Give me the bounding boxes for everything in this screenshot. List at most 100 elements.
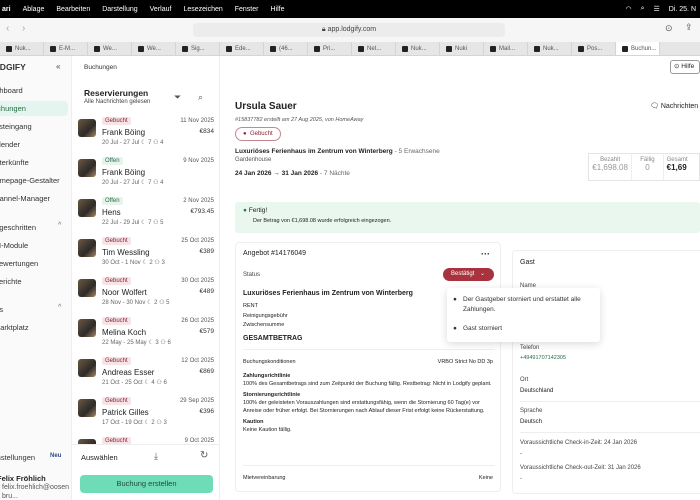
browser-tab[interactable]: Buchun... [616, 42, 660, 55]
address-bar[interactable]: 🔒︎ app.lodgify.com [193, 23, 505, 37]
user-email: felix.froehlich@oosenbru... [2, 484, 70, 500]
menu-item[interactable]: Verlauf [149, 5, 172, 13]
chevron-up-icon[interactable]: ^ [58, 304, 62, 311]
sidebar-item-bewertungen[interactable]: Bewertungen [0, 259, 39, 268]
back-icon[interactable]: ‹ [6, 23, 10, 34]
sidebar-item-homepage-gestalter[interactable]: Homepage-Gestalter [0, 176, 60, 185]
list-item[interactable]: Gebucht 12 Oct 2025 Andreas Esser €869 21 Oc… [78, 357, 214, 397]
item-price: €396 [199, 408, 214, 415]
list-item[interactable]: Gebucht 29 Sep 2025 Patrick Gilles €396 17 O… [78, 397, 214, 437]
item-guest-name: Hens [102, 208, 121, 217]
favicon-icon [490, 45, 496, 52]
control-center-icon[interactable]: ☰ [653, 6, 660, 13]
list-item[interactable]: Gebucht 30 Oct 2025 Noor Wolfert €489 28 Nov… [78, 277, 214, 317]
help-button[interactable]: ⊙ Hilfe [670, 60, 700, 74]
browser-tab[interactable]: Pos... [572, 42, 616, 55]
sidebar-item-buchungen[interactable]: Buchungen [0, 101, 68, 116]
refresh-icon[interactable]: ↻ [200, 450, 209, 461]
list-item[interactable]: Gebucht 11 Nov 2025 Frank Böing €834 20 Jul … [78, 117, 214, 157]
list-item[interactable]: Gebucht 25 Oct 2025 Tim Wessling €389 30 Oct… [78, 237, 214, 277]
sidebar-item-unterkünfte[interactable]: Unterkünfte [0, 158, 29, 167]
select-button[interactable]: Auswählen [81, 453, 118, 462]
favicon-icon [402, 45, 408, 52]
item-guest-name: Tim Wessling [102, 248, 150, 257]
logo: LODGIFY [0, 62, 26, 72]
clock[interactable]: Di. 25. N [668, 5, 696, 13]
bullet-icon: ● [453, 296, 457, 303]
sidebar-section-apps[interactable]: Apps [0, 302, 54, 317]
download-icon[interactable]: ⊙ [665, 23, 673, 33]
guest-count: - 5 Erwachsene [392, 148, 440, 155]
sidebar-section-advanced[interactable]: Fortgeschritten [0, 223, 37, 232]
status-badge: Offen [102, 197, 123, 205]
status-dropdown[interactable]: Bestätigt ⌄ [443, 268, 494, 281]
browser-tab[interactable]: We... [88, 42, 132, 55]
language-value: Deutsch [520, 419, 543, 425]
list-item[interactable]: Offen 2 Nov 2025 Hens €793.45 22 Jul - 29 Ju… [78, 197, 214, 237]
sidebar-item-channel-manager[interactable]: Channel-Manager [0, 194, 51, 203]
item-price: €793.45 [190, 208, 215, 215]
forward-icon[interactable]: › [22, 23, 26, 34]
item-date: 30 Oct 2025 [181, 278, 214, 284]
phone-label: Telefon [520, 345, 540, 351]
menu-item[interactable]: Darstellung [102, 5, 138, 13]
phone-link[interactable]: +49491707142305 [520, 355, 567, 361]
favicon-icon [138, 45, 144, 52]
user-name[interactable]: Felix Fröhlich [0, 474, 46, 483]
collapse-icon[interactable]: « [56, 62, 61, 71]
menu-item[interactable]: Hilfe [270, 5, 285, 13]
browser-tab[interactable]: Pri... [308, 42, 352, 55]
sidebar-item-posteingang[interactable]: Posteingang [0, 122, 32, 131]
status-dropdown-menu: ● Der Gastgeber storniert und erstattet a… [447, 288, 600, 342]
sidebar-item-kalender[interactable]: Kalender [0, 140, 21, 149]
filter-icon[interactable]: ⏷ [174, 92, 182, 102]
sidebar-item-ki-module[interactable]: KI-Module [0, 241, 29, 250]
list-item[interactable]: Gebucht 26 Oct 2025 Melina Koch €579 22 May … [78, 317, 214, 357]
favicon-icon [50, 45, 56, 52]
menu-app[interactable]: ari [2, 5, 11, 13]
item-date: 9 Nov 2025 [183, 158, 214, 164]
sidebar: LODGIFY « Dashboard Buchungen Posteingang K… [0, 56, 72, 500]
chevron-up-icon[interactable]: ^ [58, 222, 62, 229]
share-icon[interactable]: ⇪ [685, 22, 693, 32]
sidebar-item-dashboard[interactable]: Dashboard [0, 86, 23, 95]
browser-tab[interactable]: Sig... [176, 42, 220, 55]
browser-tab[interactable]: Nuk... [396, 42, 440, 55]
menu-item-host-cancels[interactable]: ● Der Gastgeber storniert und erstattet a… [453, 296, 581, 313]
menu-item[interactable]: Bearbeiten [56, 5, 91, 13]
browser-tab[interactable]: We... [132, 42, 176, 55]
download-icon[interactable]: ⤓ [154, 451, 158, 461]
search-icon[interactable]: ⌕ [198, 92, 204, 102]
browser-tab[interactable]: Ede... [220, 42, 264, 55]
breadcrumb[interactable]: Buchungen [84, 64, 117, 71]
guest-card-title: Gast [520, 259, 535, 266]
property-thumbnail [78, 159, 96, 177]
messages-link[interactable]: 🗨︎ Nachrichten [650, 103, 699, 110]
more-icon[interactable]: ··· [481, 249, 490, 259]
browser-tab[interactable]: Net... [352, 42, 396, 55]
list-item[interactable]: Offen 9 Nov 2025 Frank Böing 20 Jul - 27 Ju… [78, 157, 214, 197]
item-meta: 30 Oct - 1 Nov ☾ 2 ⚇ 3 [102, 260, 165, 266]
create-booking-button[interactable]: Buchung erstellen [80, 475, 213, 493]
item-date: 26 Oct 2025 [181, 318, 214, 324]
menu-item-guest-cancels[interactable]: ● Gast storniert [453, 325, 503, 332]
browser-tab[interactable]: Mail... [484, 42, 528, 55]
browser-tab[interactable]: Nuk... [528, 42, 572, 55]
sidebar-item-berichte[interactable]: Berichte [0, 277, 22, 286]
browser-tab[interactable]: Nuki [440, 42, 484, 55]
browser-tab[interactable]: E-M... [44, 42, 88, 55]
item-date: 11 Nov 2025 [180, 118, 214, 124]
menu-item[interactable]: Fenster [234, 5, 259, 13]
browser-tab[interactable]: Nuk... [0, 42, 44, 55]
browser-tab[interactable]: (46... [264, 42, 308, 55]
lock-icon: 🔒︎ [321, 26, 328, 33]
menu-item[interactable]: Lesezeichen [183, 5, 223, 13]
menu-item[interactable]: Ablage [22, 5, 45, 13]
item-price: €834 [199, 128, 214, 135]
search-icon[interactable]: ⌕ [640, 5, 645, 12]
sidebar-item-settings[interactable]: Einstellungen [0, 453, 36, 462]
wifi-icon[interactable]: ◠ [625, 6, 632, 13]
sidebar-item-marktplatz[interactable]: Marktplatz [0, 323, 29, 332]
new-badge: Neu [50, 453, 62, 459]
favicon-icon [622, 45, 628, 52]
